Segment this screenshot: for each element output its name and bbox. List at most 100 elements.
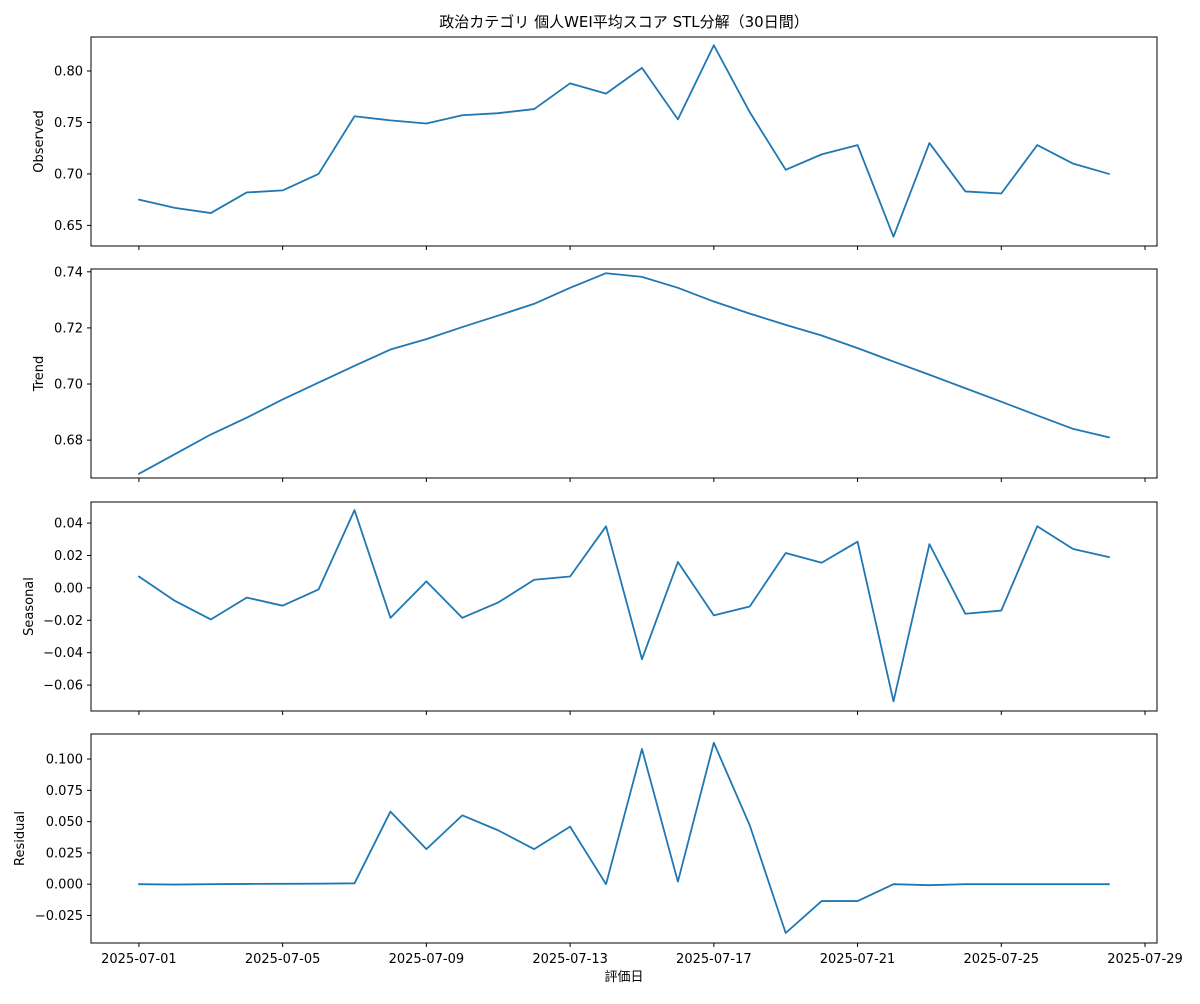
residual-series-line <box>138 741 1110 934</box>
residual-data-point <box>677 880 679 882</box>
residual-data-point <box>497 829 499 831</box>
residual-data-point <box>138 883 140 885</box>
seasonal-data-point <box>713 614 715 616</box>
trend-y-tick-label: 0.74 <box>54 265 83 280</box>
seasonal-y-tick-label: 0.00 <box>54 581 83 596</box>
trend-data-point <box>785 324 787 326</box>
seasonal-data-point <box>210 618 212 620</box>
trend-data-point <box>246 416 248 418</box>
observed-panel: 0.65 0.70 0.75 0.80 Observed <box>32 36 1158 250</box>
seasonal-data-point <box>785 552 787 554</box>
trend-data-point <box>1072 428 1074 430</box>
seasonal-series-line <box>138 509 1110 703</box>
x-tick-label: 2025-07-21 <box>820 952 896 967</box>
observed-y-axis-label: Observed <box>32 110 47 173</box>
trend-y-tick-label: 0.70 <box>54 378 83 393</box>
trend-data-point <box>820 334 822 336</box>
seasonal-data-point <box>677 561 679 563</box>
trend-data-point <box>749 312 751 314</box>
seasonal-data-point <box>856 540 858 542</box>
seasonal-data-point <box>389 617 391 619</box>
trend-data-point <box>1000 400 1002 402</box>
residual-data-point <box>1036 883 1038 885</box>
residual-data-point <box>1108 883 1110 885</box>
chart-title: 政治カテゴリ 個人WEI平均スコア STL分解（30日間） <box>439 13 808 31</box>
observed-y-tick-label: 0.65 <box>54 219 83 234</box>
observed-y-tick-label: 0.75 <box>54 116 83 131</box>
trend-data-point <box>569 287 571 289</box>
residual-y-tick-label: 0.050 <box>46 815 83 830</box>
trend-data-point <box>892 360 894 362</box>
trend-axes-frame <box>90 268 1158 479</box>
seasonal-panel: −0.06 −0.04 −0.02 0.00 0.02 0.04 Seasonal <box>22 501 1158 715</box>
observed-axes-frame <box>90 36 1158 247</box>
observed-data-point <box>138 198 140 200</box>
seasonal-data-point <box>928 543 930 545</box>
seasonal-data-point <box>820 562 822 564</box>
trend-data-point <box>533 303 535 305</box>
observed-series-line <box>138 44 1110 238</box>
x-tick-label: 2025-07-05 <box>245 952 321 967</box>
observed-data-point <box>1108 173 1110 175</box>
seasonal-data-point <box>497 601 499 603</box>
seasonal-y-axis-label: Seasonal <box>22 577 37 636</box>
seasonal-data-point <box>605 525 607 527</box>
observed-data-point <box>713 44 715 46</box>
x-tick-label: 2025-07-09 <box>389 952 465 967</box>
seasonal-y-tick-label: 0.04 <box>54 517 83 532</box>
seasonal-data-point <box>246 596 248 598</box>
residual-data-point <box>641 748 643 750</box>
residual-data-point <box>892 883 894 885</box>
trend-data-point <box>605 272 607 274</box>
x-tick-label: 2025-07-29 <box>1107 952 1183 967</box>
trend-data-point <box>281 398 283 400</box>
seasonal-data-point <box>174 600 176 602</box>
seasonal-data-point <box>1072 548 1074 550</box>
observed-data-point <box>425 122 427 124</box>
seasonal-data-point <box>281 604 283 606</box>
observed-data-point <box>246 191 248 193</box>
trend-data-point <box>1108 436 1110 438</box>
seasonal-axes-frame <box>90 501 1158 712</box>
trend-data-point <box>713 300 715 302</box>
observed-y-tick-label: 0.80 <box>54 64 83 79</box>
observed-data-point <box>353 115 355 117</box>
trend-data-point <box>928 374 930 376</box>
trend-data-point <box>210 433 212 435</box>
observed-data-point <box>892 236 894 238</box>
x-tick-label: 2025-07-13 <box>532 952 608 967</box>
observed-data-point <box>749 111 751 113</box>
observed-y-tick-label: 0.70 <box>54 167 83 182</box>
seasonal-data-point <box>425 580 427 582</box>
residual-data-point <box>856 900 858 902</box>
observed-data-point <box>389 119 391 121</box>
observed-data-point <box>605 92 607 94</box>
trend-series-line <box>138 272 1110 475</box>
x-tick-label: 2025-07-01 <box>101 952 177 967</box>
trend-y-tick-label: 0.68 <box>54 434 83 449</box>
observed-data-point <box>533 108 535 110</box>
seasonal-data-point <box>964 613 966 615</box>
seasonal-y-tick-label: −0.06 <box>43 679 83 694</box>
observed-data-point <box>928 142 930 144</box>
trend-data-point <box>425 338 427 340</box>
seasonal-data-point <box>569 575 571 577</box>
seasonal-data-point <box>461 617 463 619</box>
observed-data-point <box>281 189 283 191</box>
residual-data-point <box>569 825 571 827</box>
trend-data-point <box>389 348 391 350</box>
seasonal-y-tick-label: −0.04 <box>43 646 83 661</box>
seasonal-data-point <box>641 658 643 660</box>
residual-y-tick-label: 0.075 <box>46 784 83 799</box>
trend-data-point <box>1036 414 1038 416</box>
residual-data-point <box>174 883 176 885</box>
residual-data-point <box>246 883 248 885</box>
residual-y-axis-label: Residual <box>13 811 28 866</box>
residual-y-tick-label: 0.000 <box>46 878 83 893</box>
trend-data-point <box>641 276 643 278</box>
seasonal-data-point <box>749 605 751 607</box>
seasonal-y-tick-label: −0.02 <box>43 614 83 629</box>
observed-data-point <box>964 190 966 192</box>
observed-data-point <box>210 212 212 214</box>
